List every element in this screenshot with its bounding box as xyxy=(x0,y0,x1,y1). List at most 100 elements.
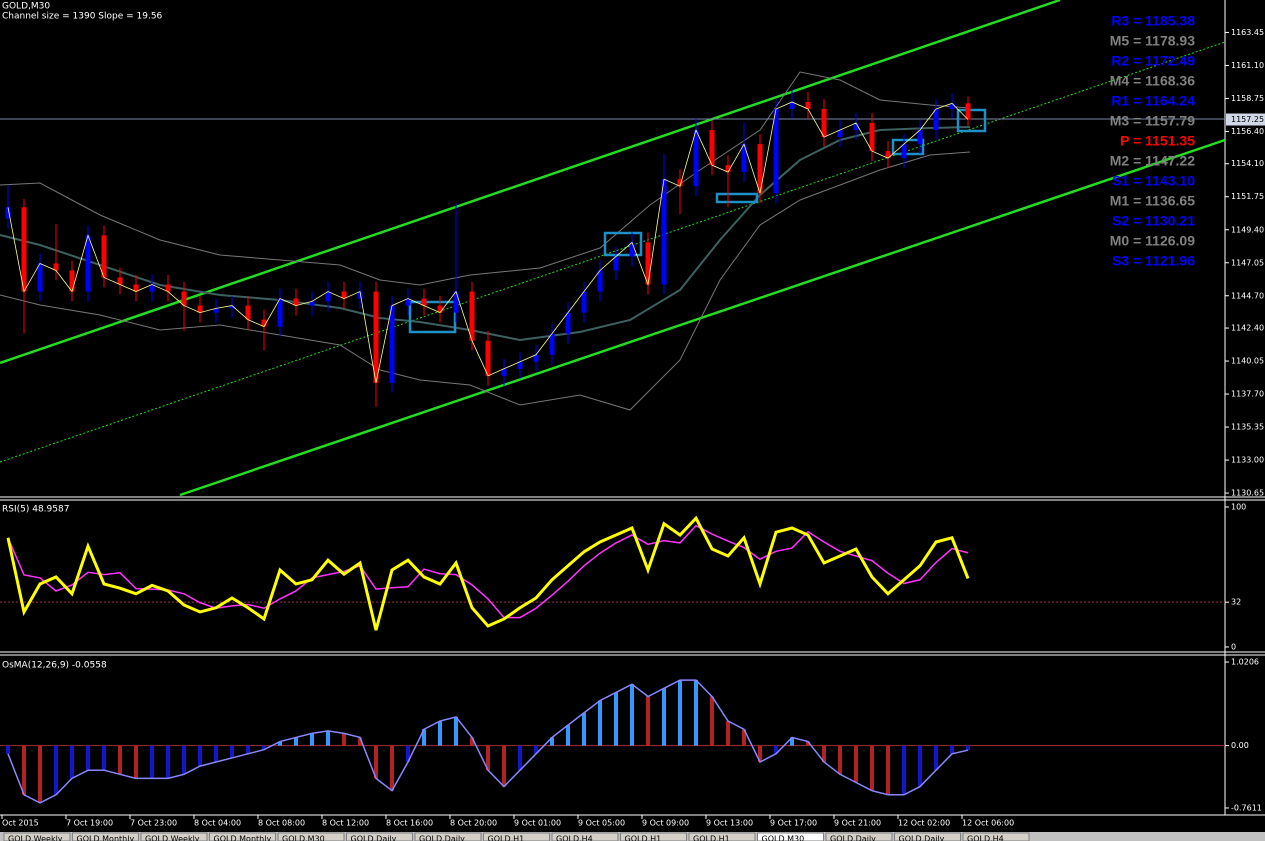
tab-label[interactable]: GOLD,Daily xyxy=(419,835,465,841)
candle-body xyxy=(341,291,347,299)
candle-body xyxy=(517,361,523,369)
osma-bar xyxy=(294,737,298,746)
y-tick-label: 0.00 xyxy=(1231,741,1249,750)
y-tick-label: -0.7611 xyxy=(1231,803,1262,812)
osma-bar xyxy=(918,745,922,787)
osma-bar xyxy=(886,745,890,795)
tab-label[interactable]: GOLD,Weekly xyxy=(8,835,63,841)
tab[interactable] xyxy=(72,832,139,841)
osma-bar xyxy=(454,716,458,746)
osma-bar xyxy=(790,737,794,746)
osma-bar xyxy=(438,721,442,746)
osma-bar xyxy=(582,712,586,746)
osma-bar xyxy=(534,745,538,754)
tab[interactable] xyxy=(757,832,824,841)
tab[interactable] xyxy=(483,832,550,841)
candle-body xyxy=(645,242,651,285)
y-tick-label: 1151.75 xyxy=(1231,192,1264,201)
y-tick-label: 1147.05 xyxy=(1231,258,1264,267)
osma-header: OsMA(12,26,9) -0.0558 xyxy=(2,661,107,671)
tab-label[interactable]: GOLD,Daily xyxy=(351,835,397,841)
osma-bar xyxy=(518,745,522,771)
candle-body xyxy=(293,298,299,306)
candle-body xyxy=(181,291,187,306)
tab[interactable] xyxy=(620,832,687,841)
candle-body xyxy=(837,130,843,138)
candle-body xyxy=(485,340,491,376)
tab[interactable] xyxy=(962,832,1030,841)
candle-body xyxy=(469,291,475,341)
osma-bar xyxy=(550,737,554,746)
pivot-level: S2 = 1130.21 xyxy=(1112,213,1195,229)
tab[interactable] xyxy=(346,832,413,841)
osma-bar xyxy=(166,745,170,779)
osma-bar xyxy=(6,745,10,754)
pivot-level: M5 = 1178.93 xyxy=(1110,33,1195,49)
tab[interactable] xyxy=(140,832,208,841)
y-tick-label: 1161.10 xyxy=(1231,61,1264,70)
pivot-level: R3 = 1185.38 xyxy=(1111,13,1195,29)
candle-body xyxy=(581,291,587,313)
tab-label[interactable]: GOLD,Daily xyxy=(830,835,876,841)
osma-bar xyxy=(870,745,874,791)
candle-body xyxy=(325,291,331,302)
y-tick-label: 32 xyxy=(1231,598,1241,607)
osma-bar xyxy=(38,745,42,803)
candle-body xyxy=(821,108,827,138)
osma-outline xyxy=(7,679,969,804)
signal-box xyxy=(891,138,925,156)
signal-box xyxy=(715,192,759,204)
tab-label[interactable]: GOLD,Monthly xyxy=(214,835,272,841)
candle-body xyxy=(853,123,859,131)
x-tick-label: Oct 2015 xyxy=(2,819,39,828)
x-tick-label: 9 Oct 05:00 xyxy=(578,819,625,828)
candle-body xyxy=(229,305,235,309)
osma-bar xyxy=(854,745,858,783)
x-tick-label: 8 Oct 16:00 xyxy=(386,819,433,828)
moving-average xyxy=(0,126,971,342)
tab[interactable] xyxy=(894,832,961,841)
tab-label[interactable]: GOLD,H4 xyxy=(967,835,1004,841)
tab-label[interactable]: GOLD,Daily xyxy=(899,835,945,841)
tab[interactable] xyxy=(209,832,276,841)
tab-label[interactable]: GOLD,Monthly xyxy=(77,835,135,841)
candle-body xyxy=(565,312,571,334)
candle-body xyxy=(245,305,251,320)
tab-label[interactable]: GOLD,H1 xyxy=(625,835,662,841)
candle-body xyxy=(85,235,91,292)
pivot-level: P = 1151.35 xyxy=(1120,133,1195,149)
tab-label[interactable]: GOLD,M30 xyxy=(282,835,325,841)
y-tick-label: 1144.70 xyxy=(1231,291,1264,300)
tab[interactable] xyxy=(3,832,71,841)
candle-body xyxy=(117,277,123,285)
osma-bar xyxy=(182,745,186,775)
tab[interactable] xyxy=(825,832,893,841)
candle-body xyxy=(709,130,715,166)
tab-label[interactable]: GOLD,H1 xyxy=(488,835,525,841)
osma-bar xyxy=(598,700,602,746)
tab[interactable] xyxy=(414,832,482,841)
osma-bar xyxy=(54,745,58,795)
osma-bar xyxy=(134,745,138,779)
pivot-level: M0 = 1126.09 xyxy=(1110,233,1195,249)
tab-label[interactable]: GOLD,H1 xyxy=(693,835,730,841)
tab-label[interactable]: GOLD,M30 xyxy=(762,835,805,841)
tab[interactable] xyxy=(551,832,619,841)
candle-body xyxy=(757,144,763,194)
osma-bar xyxy=(310,733,314,746)
osma-bar xyxy=(262,745,266,750)
tab-label[interactable]: GOLD,H4 xyxy=(556,835,593,841)
y-tick-label: 1154.10 xyxy=(1231,159,1264,168)
candle-body xyxy=(101,235,107,278)
x-tick-label: 9 Oct 01:00 xyxy=(514,819,561,828)
osma-bar xyxy=(630,684,634,746)
tab[interactable] xyxy=(688,832,756,841)
osma-bar xyxy=(774,745,778,754)
tab[interactable] xyxy=(277,832,345,841)
x-tick-label: 12 Oct 02:00 xyxy=(898,819,950,828)
osma-bar xyxy=(470,737,474,746)
osma-bar xyxy=(150,745,154,779)
tab-label[interactable]: GOLD,Weekly xyxy=(145,835,200,841)
candle-body xyxy=(949,103,955,109)
pivot-level: S1 = 1143.10 xyxy=(1112,173,1195,189)
